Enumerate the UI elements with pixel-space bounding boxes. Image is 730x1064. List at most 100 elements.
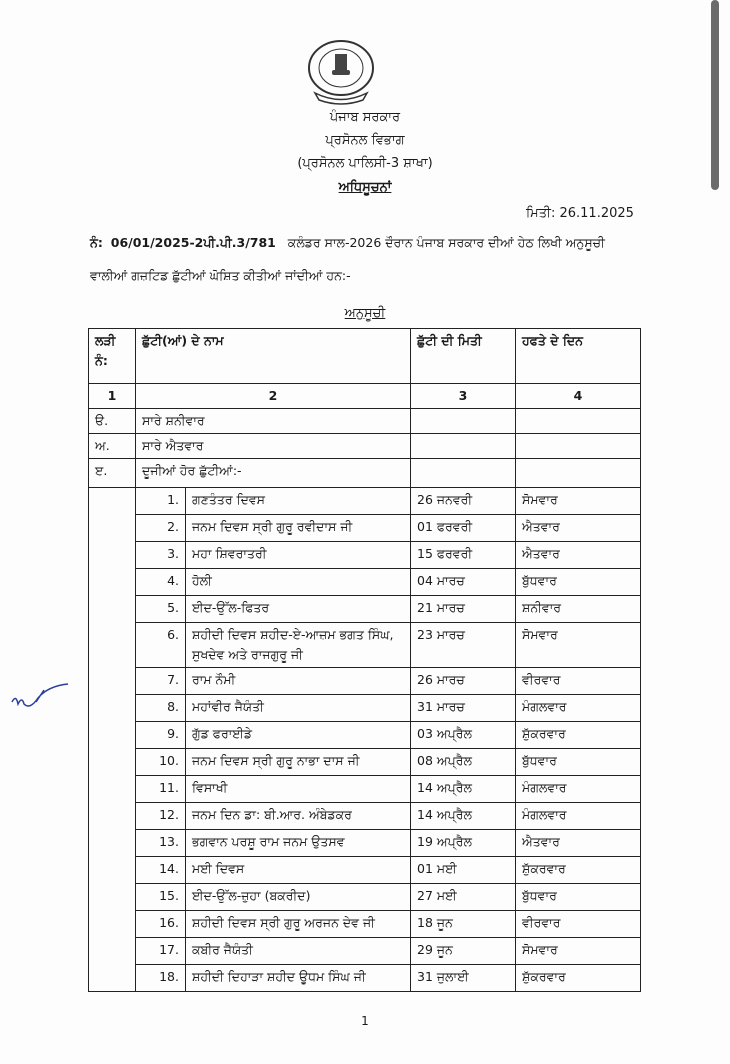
holiday-name: ਮਹਾ ਸ਼ਿਵਰਾਤਰੀ bbox=[185, 541, 411, 569]
page-number: 1 bbox=[361, 1014, 369, 1028]
table-row: 15. ਈਦ-ਉੱਲ-ਜ਼ੁਹਾ (ਬਕਰੀਦ) 27 ਮਈ ਬੁੱਧਵਾਰ bbox=[89, 883, 641, 911]
holiday-weekday: ਐਤਵਾਰ bbox=[515, 829, 641, 857]
holiday-date: 29 ਜੂਨ bbox=[410, 937, 516, 965]
empty-cell bbox=[515, 458, 641, 488]
holiday-weekday: ਸ਼ੁੱਕਰਵਾਰ bbox=[515, 964, 641, 992]
holiday-name: ਸ਼ਹੀਦੀ ਦਿਵਸ ਸ਼ਹੀਦ-ਏ-ਆਜ਼ਮ ਭਗਤ ਸਿੰਘ, ਸੁਖਦੇ… bbox=[185, 622, 411, 668]
empty-serial-cell bbox=[88, 487, 136, 992]
department-name: ਪ੍ਰਸੋਨਲ ਵਿਭਾਗ bbox=[325, 133, 405, 148]
notification-title: ਅਧਿਸੂਚਨਾਂ bbox=[338, 180, 392, 195]
government-emblem-icon bbox=[308, 40, 374, 105]
holiday-date: 04 ਮਾਰਚ bbox=[410, 568, 516, 596]
schedule-title: ਅਨੁਸੂਚੀ bbox=[344, 306, 386, 321]
holiday-date: 14 ਅਪ੍ਰੈਲ bbox=[410, 775, 516, 803]
signature bbox=[11, 683, 69, 707]
holiday-name: ਸ਼ਹੀਦੀ ਦਿਹਾੜਾ ਸ਼ਹੀਦ ਊਧਮ ਸਿੰਘ ਜੀ bbox=[185, 964, 411, 992]
holiday-number: 16. bbox=[135, 910, 186, 938]
col-number-3: 3 bbox=[410, 383, 516, 409]
holiday-date: 26 ਮਾਰਚ bbox=[410, 667, 516, 695]
holiday-name: ਗਣਤੰਤਰ ਦਿਵਸ bbox=[185, 487, 411, 515]
table-row: 11. ਵਿਸਾਖੀ 14 ਅਪ੍ਰੈਲ ਮੰਗਲਵਾਰ bbox=[89, 775, 641, 803]
empty-cell bbox=[515, 433, 641, 459]
holiday-number: 7. bbox=[135, 667, 186, 695]
holiday-date: 01 ਫਰਵਰੀ bbox=[410, 514, 516, 542]
empty-cell bbox=[410, 458, 516, 488]
holiday-number: 6. bbox=[135, 622, 186, 668]
empty-cell bbox=[515, 408, 641, 434]
col-number-2: 2 bbox=[135, 383, 411, 409]
holiday-name: ਜਨਮ ਦਿਨ ਡਾ: ਬੀ.ਆਰ. ਅੰਬੇਡਕਰ bbox=[185, 802, 411, 830]
holiday-number: 8. bbox=[135, 694, 186, 722]
table-row: 17. ਕਬੀਰ ਜੈਯੰਤੀ 29 ਜੂਨ ਸੋਮਵਾਰ bbox=[89, 937, 641, 965]
holiday-weekday: ਮੰਗਲਵਾਰ bbox=[515, 775, 641, 803]
holiday-number: 3. bbox=[135, 541, 186, 569]
holiday-number: 11. bbox=[135, 775, 186, 803]
reference-line: ਨੰ: 06/01/2025-2ਪੀ.ਪੀ.3/781 ਕਲੰਡਰ ਸਾਲ-20… bbox=[90, 235, 605, 251]
section-label: ੲ. bbox=[88, 458, 136, 488]
section-row: ਅ. ਸਾਰੇ ਐਤਵਾਰ bbox=[88, 433, 641, 459]
header-weekday: ਹਫਤੇ ਦੇ ਦਿਨ bbox=[515, 328, 641, 384]
holiday-name: ਸ਼ਹੀਦੀ ਦਿਵਸ ਸ੍ਰੀ ਗੁਰੂ ਅਰਜਨ ਦੇਵ ਜੀ bbox=[185, 910, 411, 938]
header-date: ਛੁੱਟੀ ਦੀ ਮਿਤੀ bbox=[410, 328, 516, 384]
holiday-date: 14 ਅਪ੍ਰੈਲ bbox=[410, 802, 516, 830]
table-row: 4. ਹੋਲੀ 04 ਮਾਰਚ ਬੁੱਧਵਾਰ bbox=[89, 568, 641, 596]
holiday-weekday: ਮੰਗਲਵਾਰ bbox=[515, 694, 641, 722]
holiday-date: 31 ਜੁਲਾਈ bbox=[410, 964, 516, 992]
table-row: 12. ਜਨਮ ਦਿਨ ਡਾ: ਬੀ.ਆਰ. ਅੰਬੇਡਕਰ 14 ਅਪ੍ਰੈਲ ਮੰ… bbox=[89, 802, 641, 830]
holiday-name: ਹੋਲੀ bbox=[185, 568, 411, 596]
holiday-weekday: ਬੁੱਧਵਾਰ bbox=[515, 883, 641, 911]
holiday-name: ਮਹਾਂਵੀਰ ਜੈਯੰਤੀ bbox=[185, 694, 411, 722]
intro-text-2: ਵਾਲੀਆਂ ਗਜ਼ਟਿਡ ਛੁੱਟੀਆਂ ਘੋਸ਼ਿਤ ਕੀਤੀਆਂ ਜਾਂਦ… bbox=[90, 268, 351, 283]
holiday-date: 18 ਜੂਨ bbox=[410, 910, 516, 938]
holiday-number: 10. bbox=[135, 748, 186, 776]
scrollbar[interactable] bbox=[711, 0, 719, 190]
section-text: ਦੂਜੀਆਂ ਹੋਰ ਛੁੱਟੀਆਂ:- bbox=[135, 458, 411, 488]
header-holiday-name: ਛੁੱਟੀ(ਆਂ) ਦੇ ਨਾਮ bbox=[135, 328, 411, 384]
table-header-row: ਲੜੀ ਨੰ: ਛੁੱਟੀ(ਆਂ) ਦੇ ਨਾਮ ਛੁੱਟੀ ਦੀ ਮਿਤੀ ਹਫਤੇ… bbox=[88, 328, 641, 384]
holiday-date: 26 ਜਨਵਰੀ bbox=[410, 487, 516, 515]
holiday-name: ਈਦ-ਉੱਲ-ਫਿਤਰ bbox=[185, 595, 411, 623]
holiday-number: 2. bbox=[135, 514, 186, 542]
holiday-date: 31 ਮਾਰਚ bbox=[410, 694, 516, 722]
holiday-weekday: ਮੰਗਲਵਾਰ bbox=[515, 802, 641, 830]
notification-date: ਮਿਤੀ: 26.11.2025 bbox=[526, 206, 634, 221]
holiday-weekday: ਸ਼ੁੱਕਰਵਾਰ bbox=[515, 721, 641, 749]
holiday-name: ਈਦ-ਉੱਲ-ਜ਼ੁਹਾ (ਬਕਰੀਦ) bbox=[185, 883, 411, 911]
holiday-weekday: ਵੀਰਵਾਰ bbox=[515, 910, 641, 938]
table-row: 13. ਭਗਵਾਨ ਪਰਸ਼ੂ ਰਾਮ ਜਨਮ ਉਤਸਵ 19 ਅਪ੍ਰੈਲ ਐਤਵਾ… bbox=[89, 829, 641, 857]
holiday-date: 03 ਅਪ੍ਰੈਲ bbox=[410, 721, 516, 749]
holiday-name: ਰਾਮ ਨੌਮੀ bbox=[185, 667, 411, 695]
holiday-number: 5. bbox=[135, 595, 186, 623]
branch-name: (ਪ੍ਰਸੋਨਲ ਪਾਲਿਸੀ-3 ਸ਼ਾਖਾ) bbox=[297, 156, 433, 171]
holiday-weekday: ਬੁੱਧਵਾਰ bbox=[515, 748, 641, 776]
col-number-4: 4 bbox=[515, 383, 641, 409]
holiday-name: ਭਗਵਾਨ ਪਰਸ਼ੂ ਰਾਮ ਜਨਮ ਉਤਸਵ bbox=[185, 829, 411, 857]
holiday-number: 4. bbox=[135, 568, 186, 596]
empty-cell bbox=[410, 433, 516, 459]
empty-cell bbox=[410, 408, 516, 434]
holiday-date: 27 ਮਈ bbox=[410, 883, 516, 911]
holiday-date: 19 ਅਪ੍ਰੈਲ bbox=[410, 829, 516, 857]
holiday-table: ਲੜੀ ਨੰ: ਛੁੱਟੀ(ਆਂ) ਦੇ ਨਾਮ ਛੁੱਟੀ ਦੀ ਮਿਤੀ ਹਫਤੇ… bbox=[88, 328, 641, 992]
table-row: 10. ਜਨਮ ਦਿਵਸ ਸ੍ਰੀ ਗੁਰੂ ਨਾਭਾ ਦਾਸ ਜੀ 08 ਅਪ੍ਰ… bbox=[89, 748, 641, 776]
holiday-number: 12. bbox=[135, 802, 186, 830]
table-row: 1. ਗਣਤੰਤਰ ਦਿਵਸ 26 ਜਨਵਰੀ ਸੋਮਵਾਰ bbox=[88, 487, 641, 992]
holiday-number: 1. bbox=[135, 487, 186, 515]
holiday-number: 14. bbox=[135, 856, 186, 884]
table-row: 9. ਗੁੱਡ ਫਰਾਈਡੇ 03 ਅਪ੍ਰੈਲ ਸ਼ੁੱਕਰਵਾਰ bbox=[89, 721, 641, 749]
section-text: ਸਾਰੇ ਸ਼ਨੀਵਾਰ bbox=[135, 408, 411, 434]
section-row: ੲ. ਦੂਜੀਆਂ ਹੋਰ ਛੁੱਟੀਆਂ:- bbox=[88, 458, 641, 488]
table-row: 8. ਮਹਾਂਵੀਰ ਜੈਯੰਤੀ 31 ਮਾਰਚ ਮੰਗਲਵਾਰ bbox=[89, 694, 641, 722]
holiday-weekday: ਸ਼ੁੱਕਰਵਾਰ bbox=[515, 856, 641, 884]
holiday-weekday: ਬੁੱਧਵਾਰ bbox=[515, 568, 641, 596]
holiday-weekday: ਐਤਵਾਰ bbox=[515, 541, 641, 569]
section-label: ੳ. bbox=[88, 408, 136, 434]
holiday-number: 9. bbox=[135, 721, 186, 749]
holiday-name: ਜਨਮ ਦਿਵਸ ਸ੍ਰੀ ਗੁਰੂ ਰਵੀਦਾਸ ਜੀ bbox=[185, 514, 411, 542]
section-label: ਅ. bbox=[88, 433, 136, 459]
holiday-date: 01 ਮਈ bbox=[410, 856, 516, 884]
holiday-weekday: ਸ਼ਨੀਵਾਰ bbox=[515, 595, 641, 623]
table-row: 16. ਸ਼ਹੀਦੀ ਦਿਵਸ ਸ੍ਰੀ ਗੁਰੂ ਅਰਜਨ ਦੇਵ ਜੀ 18 ਜ… bbox=[89, 910, 641, 938]
